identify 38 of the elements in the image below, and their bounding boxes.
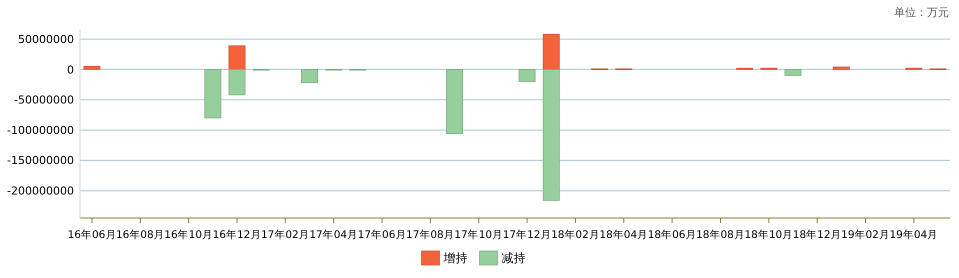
text: 单位：万元	[894, 6, 949, 19]
x-tick-label: 18年02月	[551, 229, 600, 241]
bar	[228, 45, 246, 70]
y-tick-label: -150000000	[7, 154, 74, 168]
x-tick-label: 17年08月	[406, 229, 455, 241]
x-tick-label: 18年08月	[696, 229, 745, 241]
bar	[204, 69, 222, 118]
x-tick-label: 18年06月	[648, 229, 696, 241]
bar	[542, 34, 560, 70]
x-tick-label: 17年02月	[260, 229, 310, 241]
x-tick-label: 16年08月	[116, 229, 165, 241]
x-tick-label: 16年12月	[212, 229, 262, 241]
x-tick-label: 18年12月	[792, 229, 842, 241]
x-tick-label: 17年06月	[358, 229, 406, 241]
x-tick-label: 19年02月	[841, 229, 890, 241]
y-tick-label: -200000000	[7, 184, 74, 198]
bar	[301, 69, 318, 84]
bar	[832, 66, 850, 70]
x-tick-label: 17年04月	[309, 229, 358, 241]
x-tick-label: 19年04月	[889, 229, 938, 241]
y-tick-label: -100000000	[7, 124, 74, 137]
x-tick-label: 17年10月	[454, 229, 504, 241]
bar	[542, 69, 560, 201]
y-tick-label: 50000000	[18, 32, 74, 46]
bar	[228, 69, 246, 96]
legend-label: 减持	[502, 251, 526, 266]
bar	[84, 66, 100, 70]
x-tick-label: 16年06月	[68, 229, 116, 241]
x-tick-label: 18年04月	[599, 229, 648, 241]
bar	[518, 69, 536, 82]
bar	[446, 69, 464, 134]
x-tick-label: 17年12月	[502, 229, 552, 241]
y-tick-label: -50000000	[14, 94, 74, 107]
x-tick-label: 18年10月	[744, 229, 794, 241]
legend-label: 增持	[442, 251, 468, 266]
x-tick-label: 16年10月	[164, 229, 214, 241]
bar	[784, 69, 802, 76]
y-tick-label: 0	[67, 63, 74, 76]
